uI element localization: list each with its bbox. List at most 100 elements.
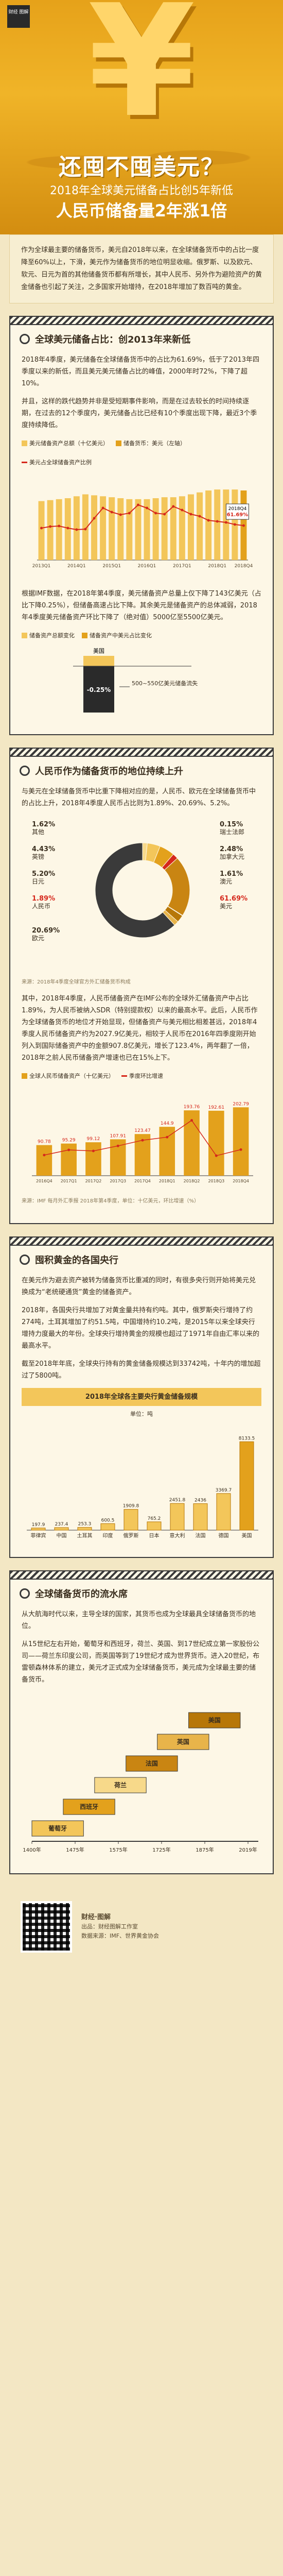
- x-tick-label: 法国: [196, 1532, 206, 1539]
- gold-reserve-bar: [239, 1441, 254, 1531]
- gold-reserve-bar: [31, 1528, 46, 1531]
- usd-reserve-bar: [47, 500, 54, 560]
- x-tick-label: 2013Q1: [32, 564, 51, 569]
- bar-value-label: 193.76: [184, 1105, 200, 1110]
- legend-swatch: [22, 440, 27, 446]
- bar-value-label: 600.5: [101, 1518, 115, 1523]
- legend-swatch: [22, 633, 27, 638]
- legend-label: 美元储备资产总额（十亿美元）: [29, 440, 109, 447]
- timeline-svg: 葡萄牙 西班牙 荷兰 法国 英国 美国 1400年 1475年 1575年 1725年 1875年 2…: [23, 1712, 258, 1853]
- bar-value-label: 202.79: [233, 1101, 249, 1107]
- ring-legend-item: 1.62% 其他: [32, 821, 55, 836]
- bar-value-label: 99.12: [87, 1137, 100, 1142]
- era-bar: [94, 1777, 147, 1793]
- rmb-reserve-chart: 90.78 2016Q4 95.29 2017Q1 99.12 2017Q2 107.91 2…: [22, 1086, 261, 1194]
- brand-logo: 财经 图解: [7, 5, 30, 28]
- usd-reserve-bar: [135, 499, 142, 560]
- era-label: 法国: [146, 1759, 158, 1767]
- footer-source: 数据来源：IMF、世界黄金协会: [81, 1933, 160, 1939]
- intro-text: 作为全球最主要的储备货币，美元自2018年以来，在全球储备货币中的占比一度降至6…: [21, 246, 262, 291]
- hero-banner: 财经 图解 ¥ 还囤不囤美元？ 2018年全球美元储备占比创5年新低 人民币储备…: [0, 0, 283, 234]
- bar-value-label: 197.9: [32, 1522, 45, 1528]
- legend-swatch: [22, 1073, 27, 1079]
- legend-swatch: [82, 633, 87, 638]
- x-tick-label: 2016Q4: [36, 1179, 52, 1183]
- usd-reserve-bar: [152, 498, 159, 560]
- quarter-change-chart: 美国 -0.25% 500~550亿美元储备流失: [22, 646, 261, 723]
- x-tick-label: 2018Q4: [233, 1179, 249, 1183]
- x-tick-label: 2017Q3: [110, 1179, 126, 1183]
- ring-legend-item: 5.20% 日元: [32, 870, 55, 886]
- gold-chart-title: 2018年全球各主要央行黄金储备规模: [22, 1388, 261, 1406]
- section-gold: 囤积黄金的各国央行 在美元作为避去资产被转为储备货币比重减的同时，有很多央行则开…: [9, 1236, 274, 1558]
- qr-code[interactable]: [21, 1901, 72, 1953]
- legend-item: 全球人民币储备资产（十亿美元）: [22, 1070, 114, 1082]
- qc-value-label: -0.25%: [87, 686, 111, 693]
- era-bar: [188, 1712, 241, 1728]
- currency-share-ring: 1.62% 其他 4.43% 英镑 5.20% 日元 1.89% 人民币 20.69% 欧元 0.1…: [22, 816, 261, 975]
- growth-line: [44, 1120, 241, 1157]
- footer-text: 财经·图解 出品：财经图解工作室 数据来源：IMF、世界黄金协会: [81, 1913, 159, 1941]
- rmb-reserve-bar: [85, 1142, 101, 1176]
- bar-value-label: 144.9: [161, 1121, 174, 1126]
- usd-reserve-bar: [73, 496, 80, 560]
- legend-swatch: [121, 1075, 127, 1077]
- usd-reserve-bar: [109, 497, 115, 560]
- reserve-total-change-bar: [83, 656, 114, 666]
- growth-point: [239, 1148, 242, 1151]
- section-usd-share: 全球美元储备占比：创2013年来新低 2018年4季度，美元储备在全球储备货币中…: [9, 316, 274, 735]
- bar-value-label: 237.4: [55, 1522, 68, 1527]
- usd-reserve-chart: 2013Q1 2014Q1 2015Q1 2016Q1 2017Q1 2018Q1 2018…: [22, 472, 261, 581]
- ring-legend-item: 0.15% 瑞士法郎: [220, 821, 244, 836]
- paragraph: 根据IMF数据，在2018年第4季度，美元储备资产总量上仅下降了143亿美元（占…: [22, 590, 261, 621]
- rmb-reserve-bar: [233, 1107, 249, 1176]
- legend-item: 美元占全球储备资产比例: [22, 456, 92, 468]
- ring-currency: 人民币: [32, 903, 51, 910]
- x-tick-label: 2018Q1: [208, 564, 226, 569]
- year-label: 2019年: [239, 1846, 257, 1853]
- year-label: 1475年: [66, 1846, 84, 1853]
- ring-slice: [95, 842, 175, 938]
- bar-value-label: 765.2: [148, 1516, 161, 1521]
- circle-icon: [20, 766, 30, 776]
- legend-item: 美元储备资产总额（十亿美元）: [22, 437, 109, 449]
- x-tick-label: 印度: [103, 1532, 113, 1539]
- paragraph: 从15世纪左右开始，葡萄牙和西班牙，荷兰、英国、到17世纪成立第一家股份公司——…: [22, 1640, 260, 1684]
- ring-currency: 加拿大元: [220, 853, 245, 860]
- bar-value-label: 90.78: [38, 1140, 51, 1145]
- ring-legend-item: 1.61% 澳元: [220, 870, 243, 886]
- section-title: 人民币作为储备货币的地位持续上升: [35, 766, 183, 777]
- usd-reserve-bar: [144, 499, 150, 560]
- legend-swatch: [116, 440, 121, 446]
- era-label: 英国: [177, 1738, 189, 1745]
- x-tick-label: 2017Q1: [173, 564, 191, 569]
- x-tick-label: 意大利: [170, 1532, 185, 1539]
- ring-legend-item: 61.69% 美元: [220, 895, 247, 910]
- legend-label: 全球人民币储备资产（十亿美元）: [29, 1073, 114, 1079]
- paragraph: 并且，这样的跌代趋势并非是受短期事件影响，而是在过去较长的时间持续逐期，在过去的…: [22, 398, 257, 429]
- section-stripe: [10, 749, 273, 757]
- bar-value-label: 2451.8: [169, 1498, 186, 1503]
- x-tick-label: 德国: [219, 1532, 229, 1539]
- ring-currency: 澳元: [220, 878, 233, 885]
- era-label: 西班牙: [80, 1803, 98, 1810]
- ring-currency: 瑞士法郎: [220, 828, 245, 836]
- gold-reserve-bar: [170, 1503, 185, 1531]
- ring-value: 5.20%: [32, 870, 56, 878]
- bar-value-label: 8133.5: [239, 1436, 255, 1441]
- section-heading: 全球储备货币的流水席: [10, 1580, 273, 1603]
- usd-reserve-bar: [117, 498, 124, 560]
- bar-value-label: 192.61: [208, 1105, 225, 1110]
- legend-label: 储备资产总额变化: [29, 632, 75, 639]
- chart-source-note: 来源：IMF 每月外汇季报 2018年第4季度，单位：十亿美元，环比增速（%）: [22, 1198, 199, 1204]
- ring-legend-item: 20.69% 欧元: [32, 927, 60, 942]
- growth-point: [43, 1154, 46, 1157]
- footer-credit: 出品：财经图解工作室: [81, 1923, 138, 1930]
- bar-value-label: 107.91: [110, 1133, 126, 1139]
- era-bar: [31, 1820, 84, 1837]
- circle-icon: [20, 1588, 30, 1599]
- section-stripe: [10, 317, 273, 325]
- usd-reserve-bar: [214, 489, 221, 560]
- gold-reserve-chart: 197.9 菲律宾 237.4 中国 253.3 土耳其 600.5 印度 1909.8 俄罗斯 7…: [22, 1422, 261, 1546]
- bar-value-label: 123.47: [134, 1128, 151, 1133]
